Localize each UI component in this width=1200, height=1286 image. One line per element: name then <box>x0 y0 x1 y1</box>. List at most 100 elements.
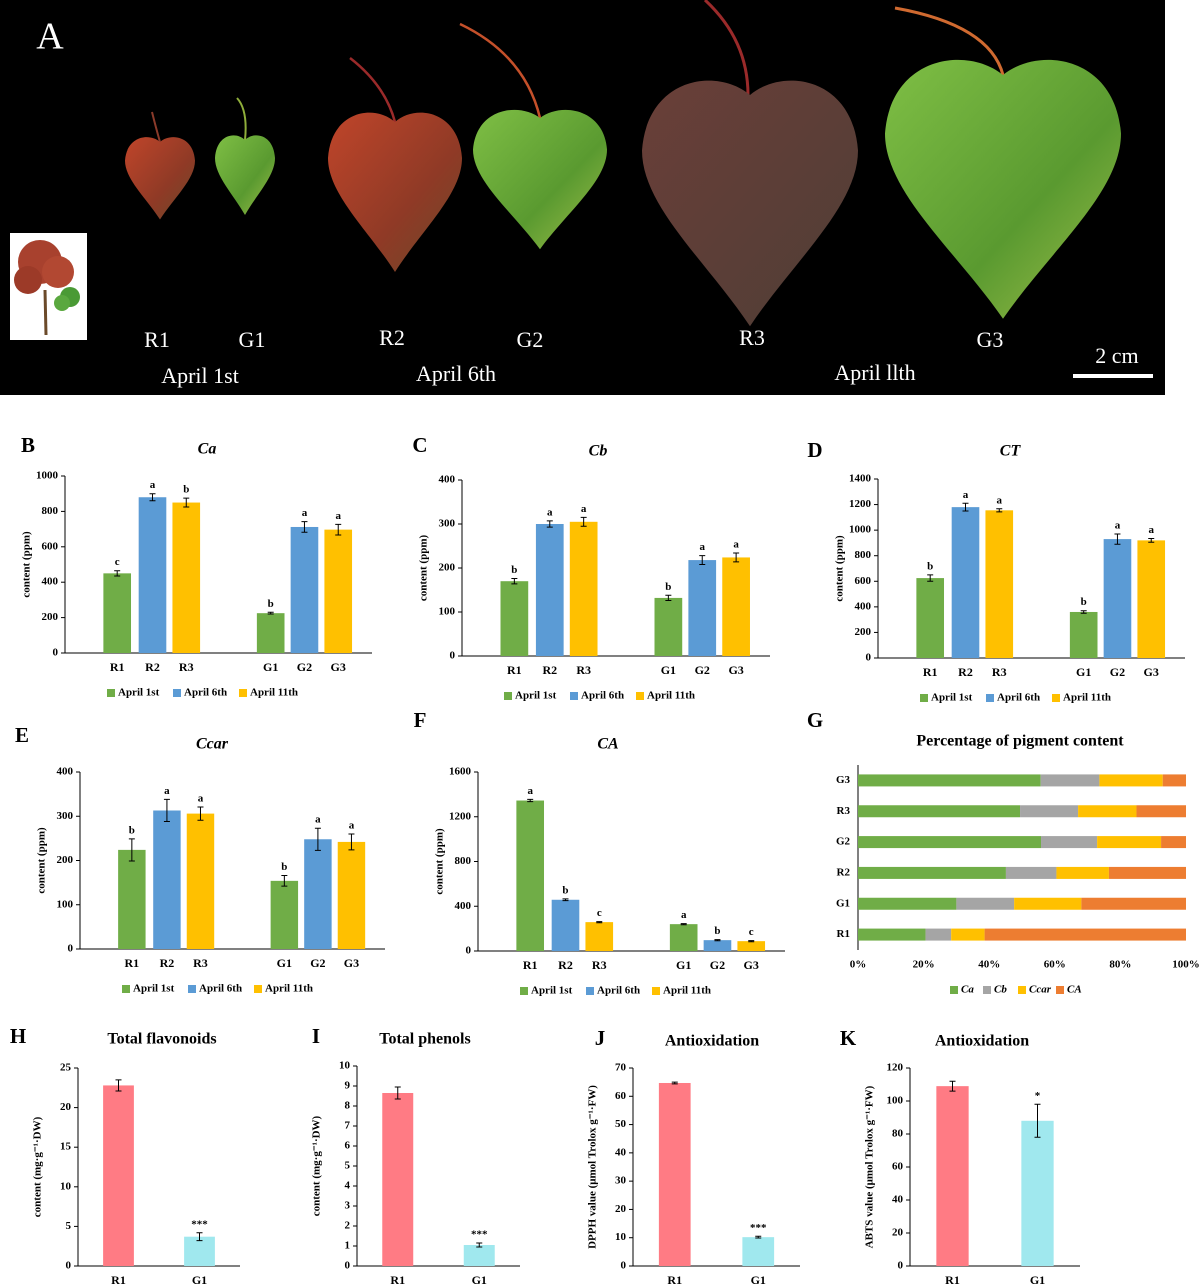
significance-label: b <box>183 484 189 496</box>
legend-swatch <box>188 985 196 993</box>
y-tick-label: G1 <box>836 897 850 909</box>
leaf-label: R3 <box>739 325 765 350</box>
error-bar <box>128 838 135 862</box>
significance-label: b <box>714 925 720 937</box>
x-tick-label: R1 <box>110 660 125 674</box>
legend-swatch <box>122 985 130 993</box>
bar <box>516 800 545 951</box>
significance-label: b <box>927 560 933 572</box>
y-tick-label: 70 <box>615 1062 627 1074</box>
significance-label: b <box>511 564 517 576</box>
x-tick-label: 80% <box>1109 959 1131 971</box>
legend-label: April 6th <box>581 690 624 702</box>
error-bar <box>267 611 274 615</box>
bar-segment <box>1078 805 1137 818</box>
bar-segment <box>951 928 985 941</box>
y-tick-label: 4 <box>345 1180 351 1192</box>
y-tick-label: 20 <box>892 1227 904 1239</box>
y-tick-label: 300 <box>57 810 74 822</box>
x-tick-label: R3 <box>992 665 1007 679</box>
y-tick-label: 600 <box>42 540 59 552</box>
x-tick-label: G3 <box>744 958 759 972</box>
legend-label: Ccar <box>1029 984 1052 996</box>
legend-label: April 1st <box>515 690 557 702</box>
x-tick-label: G1 <box>192 1273 207 1286</box>
error-bar <box>714 939 721 942</box>
leaf-label: R2 <box>379 325 405 350</box>
legend-label: April 11th <box>663 985 711 997</box>
legend-swatch <box>173 689 181 697</box>
bar-segment <box>1040 774 1100 787</box>
error-bar <box>197 806 204 821</box>
panel-label: A <box>36 16 64 58</box>
y-axis-label: content (ppm) <box>36 827 48 894</box>
error-bar <box>394 1086 401 1100</box>
legend-label: April 1st <box>118 687 160 699</box>
y-tick-label: 300 <box>439 518 456 530</box>
bar-segment <box>984 928 1186 941</box>
y-tick-label: 400 <box>439 474 456 486</box>
x-tick-label: G2 <box>1110 665 1125 679</box>
legend-label: CA <box>1067 984 1082 996</box>
error-bar <box>580 516 587 527</box>
significance-label: c <box>597 907 602 919</box>
y-tick-label: R1 <box>837 928 850 940</box>
y-tick-label: 800 <box>855 549 872 561</box>
leaf-label: R1 <box>144 327 170 352</box>
y-tick-label: 1200 <box>449 810 472 822</box>
error-bar <box>962 502 969 512</box>
chart-title: Percentage of pigment content <box>916 733 1124 750</box>
significance-label: a <box>963 489 969 501</box>
significance-label: a <box>198 792 204 804</box>
y-tick-label: 200 <box>439 562 456 574</box>
bar <box>118 849 146 949</box>
error-bar <box>335 523 342 536</box>
bar-segment <box>1041 836 1098 849</box>
error-bar <box>196 1232 203 1242</box>
y-axis-label: DPPH value (μmol Trolox g⁻¹·FW) <box>587 1085 599 1249</box>
chart-title: Antioxidation <box>935 1033 1029 1050</box>
y-tick-label: 80 <box>892 1128 904 1140</box>
y-tick-label: 0 <box>466 945 472 957</box>
x-tick-label: R2 <box>558 958 573 972</box>
y-tick-label: 400 <box>455 900 472 912</box>
legend-label: April 6th <box>184 687 227 699</box>
legend-swatch <box>107 689 115 697</box>
y-tick-label: 50 <box>615 1118 627 1130</box>
y-tick-label: 1200 <box>849 498 872 510</box>
y-tick-label: 6 <box>345 1140 351 1152</box>
bar <box>382 1093 414 1266</box>
x-tick-label: G3 <box>344 956 359 970</box>
bar <box>936 1086 969 1266</box>
y-tick-label: 1400 <box>849 473 872 485</box>
panel-label: C <box>412 433 427 457</box>
y-tick-label: 200 <box>855 626 872 638</box>
x-tick-label: G1 <box>263 660 278 674</box>
y-tick-label: 120 <box>887 1062 904 1074</box>
legend-label: April 6th <box>597 985 640 997</box>
legend-label: April 11th <box>250 687 298 699</box>
tree-icon <box>14 240 80 336</box>
y-tick-label: 400 <box>42 576 59 588</box>
error-bar <box>163 798 170 823</box>
error-bar <box>301 521 308 533</box>
y-tick-label: 0 <box>345 1260 351 1272</box>
error-bar <box>1080 610 1087 614</box>
leaf-label: G2 <box>517 327 544 352</box>
bar-segment <box>1005 866 1057 879</box>
bar-segment <box>858 928 926 941</box>
legend-swatch <box>570 692 578 700</box>
bar <box>153 810 181 949</box>
significance-label: a <box>1115 520 1121 532</box>
error-bar <box>996 508 1003 513</box>
bar <box>585 922 614 951</box>
x-tick-label: G2 <box>297 660 312 674</box>
x-tick-label: G2 <box>695 663 710 677</box>
significance-label: a <box>335 510 341 522</box>
bar <box>742 1237 775 1266</box>
x-tick-label: R2 <box>958 665 973 679</box>
bar <box>658 1082 691 1266</box>
legend-swatch <box>1052 694 1060 702</box>
leaf-label: G1 <box>239 327 266 352</box>
x-tick-label: G3 <box>728 663 743 677</box>
